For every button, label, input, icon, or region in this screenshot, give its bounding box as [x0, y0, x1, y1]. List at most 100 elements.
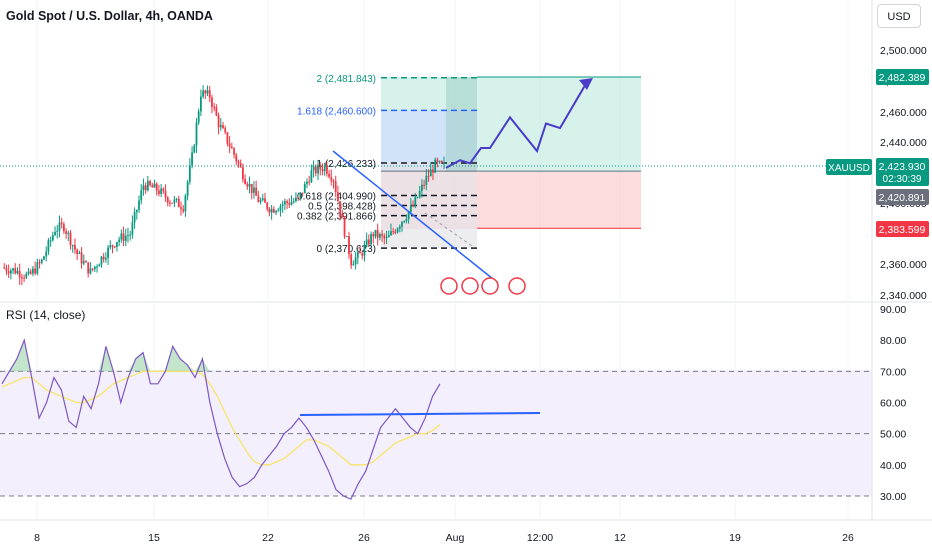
- candle-body: [244, 179, 246, 184]
- rsi-tick-label: 80.00: [880, 335, 906, 347]
- candle-body: [23, 277, 25, 279]
- rsi-overbought-fill: [2, 340, 440, 372]
- candle-body: [76, 249, 79, 254]
- candle-body: [206, 90, 209, 94]
- candle-body: [372, 234, 375, 237]
- candle-body: [182, 209, 185, 212]
- candle-body: [111, 245, 114, 247]
- candle-body: [337, 192, 339, 202]
- countdown-label: 02:30:39: [883, 174, 922, 185]
- candle-body: [16, 270, 19, 274]
- candle-body: [414, 197, 417, 207]
- candle-body: [107, 247, 109, 258]
- candle-body: [217, 115, 220, 128]
- candle-body: [332, 180, 335, 182]
- candle-body: [27, 271, 30, 274]
- candle-body: [120, 233, 123, 240]
- rsi-tick-label: 40.00: [880, 460, 906, 472]
- candle-body: [390, 231, 392, 236]
- candle-body: [129, 234, 132, 236]
- entry-price-tag: [876, 189, 929, 205]
- candle-body: [49, 239, 52, 241]
- candle-body: [253, 187, 255, 193]
- rsi-tick-label: 90.00: [880, 304, 906, 316]
- candle-body: [339, 201, 342, 215]
- candle-body: [343, 217, 346, 237]
- candle-body: [215, 107, 218, 116]
- candle-body: [131, 222, 134, 235]
- candle-body: [202, 90, 205, 97]
- rsi-trendline[interactable]: [299, 412, 541, 416]
- rsi-band: [0, 370, 872, 496]
- us-flag-icon[interactable]: [440, 277, 458, 295]
- candle-body: [211, 97, 213, 107]
- candle-body: [80, 252, 83, 264]
- candle-body: [29, 271, 32, 274]
- us-flag-icon[interactable]: [508, 277, 526, 295]
- projection-path[interactable]: [445, 83, 587, 169]
- price-tick-label: 2,440.000: [880, 137, 927, 149]
- economic-events[interactable]: [440, 277, 526, 295]
- candle-body: [184, 195, 187, 212]
- candle-body: [116, 241, 118, 247]
- rsi-title: RSI (14, close): [6, 308, 86, 322]
- candle-body: [164, 191, 167, 198]
- fib-level-label: 0.5 (2,398.428): [308, 202, 376, 213]
- candle-body: [261, 198, 264, 201]
- candle-body: [325, 165, 328, 174]
- candle-body: [308, 181, 311, 183]
- candle-body: [405, 218, 408, 221]
- candle-body: [443, 162, 445, 164]
- us-flag-icon[interactable]: [461, 277, 479, 295]
- candle-body: [230, 146, 233, 149]
- candle-body: [334, 181, 337, 193]
- candle-body: [180, 207, 182, 210]
- candle-body: [270, 208, 273, 213]
- trendline[interactable]: [332, 150, 499, 284]
- candle-body: [127, 235, 129, 237]
- candle-body: [109, 245, 112, 248]
- candle-body: [85, 261, 87, 263]
- candle-body: [365, 239, 368, 246]
- candle-body: [71, 245, 74, 247]
- candle-body: [38, 262, 41, 264]
- us-flag-icon[interactable]: [481, 277, 499, 295]
- candle-body: [113, 246, 116, 248]
- candle-body: [246, 183, 249, 187]
- candle-body: [96, 266, 98, 268]
- candle-body: [7, 271, 10, 274]
- candle-body: [3, 267, 6, 269]
- fib-level-label: 1.618 (2,460.600): [297, 106, 376, 117]
- candle-body: [12, 268, 14, 271]
- candle-body: [297, 197, 300, 199]
- candle-body: [9, 270, 12, 274]
- candle-body: [272, 208, 275, 213]
- candle-body: [418, 190, 421, 198]
- candle-body: [370, 234, 372, 245]
- candle-body: [416, 197, 419, 199]
- candle-body: [20, 277, 23, 279]
- candle-body: [200, 96, 202, 112]
- candle-body: [142, 185, 145, 191]
- currency-button[interactable]: USD: [877, 4, 921, 28]
- rsi-ma-line: [1, 370, 441, 466]
- candle-body: [82, 261, 85, 264]
- candle-body: [122, 233, 125, 241]
- rsi-tick-label: 30.00: [880, 491, 906, 503]
- candle-body: [158, 190, 160, 194]
- candle-body: [363, 245, 366, 256]
- candle-body: [310, 170, 313, 183]
- candle-body: [255, 187, 258, 196]
- candle-body: [257, 195, 260, 203]
- candle-body: [348, 236, 350, 255]
- candle-body: [124, 235, 127, 241]
- candle-body: [341, 214, 344, 218]
- projection-arrowhead: [579, 78, 593, 90]
- candle-body: [140, 190, 143, 201]
- candle-body: [219, 125, 222, 128]
- candle-body: [144, 185, 147, 191]
- candle-body: [374, 229, 377, 237]
- time-tick-label: Aug: [446, 532, 465, 544]
- candle-body: [398, 226, 401, 229]
- candle-body: [241, 167, 244, 180]
